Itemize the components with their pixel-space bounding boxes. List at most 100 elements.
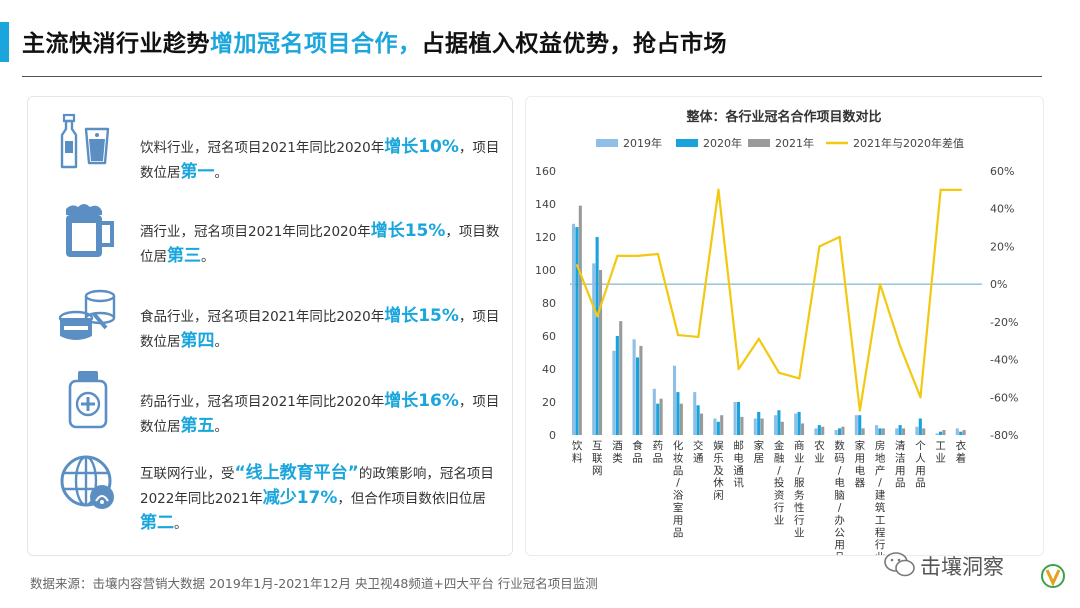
bar-2020年 — [635, 357, 640, 435]
data-source-note: 数据来源：击壤内容营销大数据 2019年1月-2021年12月 央卫视48频道+… — [30, 576, 598, 591]
y-left-tick-label: 60 — [542, 330, 556, 343]
chart-diff-line — [575, 188, 963, 412]
chart-bars — [571, 205, 966, 435]
bar-2019年 — [915, 426, 919, 435]
bar-2020年 — [817, 425, 821, 435]
bar-2019年 — [693, 392, 697, 435]
diff-point — [858, 409, 862, 412]
category-label: 数码/电脑/办公用品 — [834, 439, 845, 555]
y-left-tick-label: 120 — [535, 231, 556, 244]
bar-2021年 — [800, 423, 805, 435]
chart-panel: 整体：各行业冠名合作项目数对比 2019年 2020年 2021年 2021年与202… — [525, 96, 1044, 556]
diff-point — [757, 337, 761, 341]
bar-2020年 — [858, 415, 862, 435]
y-left-tick-label: 40 — [542, 363, 556, 376]
title-accent-bar — [0, 22, 9, 62]
diff-point — [616, 254, 619, 258]
y-right-tick-label: 0% — [990, 278, 1007, 291]
beer-mug-icon — [66, 204, 114, 257]
bar-2021年 — [760, 418, 764, 435]
diff-point — [676, 333, 680, 337]
category-label: 娱乐及休闲 — [713, 439, 724, 502]
chart-axes: 0 20 40 60 80 100 120 140 160 60% 40% 20% 0% -20% -40%… — [535, 165, 1018, 442]
legend-swatch — [748, 139, 770, 147]
diff-point — [697, 335, 700, 339]
bar-2020年 — [938, 431, 943, 435]
y-left-tick-label: 140 — [535, 198, 556, 211]
watermark-text: 击壤洞察 — [920, 555, 1004, 579]
y-right-tick-label: -20% — [990, 316, 1018, 329]
y-left-tick-label: 0 — [549, 429, 556, 442]
bar-2019年 — [571, 223, 576, 435]
bar-2021年 — [922, 428, 926, 435]
diff-point — [717, 188, 720, 192]
category-label: 食品 — [632, 439, 643, 464]
insight-text-medicine: 药品行业，冠名项目2021年同比2020年增长16%，项目数位居第五。 — [140, 391, 500, 436]
bar-2021年 — [699, 413, 704, 435]
insight-text-internet: 互联网行业，受“线上教育平台”的政策影响，冠名项目2022年同比2021年减少1… — [140, 463, 494, 533]
bar-2019年 — [733, 402, 737, 435]
bar-2020年 — [656, 403, 660, 435]
bar-2019年 — [935, 433, 939, 435]
diff-point — [575, 264, 579, 267]
diff-point — [737, 367, 740, 371]
chart-legend: 2019年 2020年 2021年 2021年与2020年差值 — [596, 136, 964, 150]
bar-2019年 — [713, 418, 717, 435]
category-label: 农业 — [814, 439, 825, 464]
brand-logo-icon — [1041, 564, 1065, 588]
insight-text-alcohol: 酒行业，冠名项目2021年同比2020年增长15%，项目数位居第三。 — [140, 221, 500, 266]
bottle-glass-icon — [60, 113, 110, 169]
diff-point — [919, 396, 922, 399]
bar-2021年 — [659, 398, 663, 435]
category-label: 衣着 — [956, 439, 967, 464]
bar-2021年 — [821, 426, 825, 435]
bar-2020年 — [696, 405, 700, 435]
category-label: 饮料 — [572, 439, 583, 464]
category-label: 邮电通讯 — [733, 439, 744, 489]
bar-2019年 — [895, 428, 899, 435]
wechat-icon — [884, 552, 915, 577]
y-right-tick-label: -40% — [990, 354, 1018, 367]
bar-2019年 — [854, 415, 858, 435]
diff-point — [939, 188, 942, 192]
category-label: 个人用品 — [915, 440, 926, 489]
diff-point — [818, 245, 821, 248]
bar-2020年 — [716, 421, 720, 435]
bar-2021年 — [901, 428, 906, 435]
insights-panel: 饮料行业，冠名项目2021年同比2020年增长10%，项目数位居第一。 酒行业，… — [27, 96, 513, 556]
title-divider — [22, 76, 1042, 77]
bar-2021年 — [578, 205, 582, 435]
watermark: 击壤洞察 — [880, 545, 1070, 595]
category-label: 家用电器 — [855, 439, 866, 489]
diff-point — [798, 377, 801, 380]
diff-line-path — [576, 188, 961, 412]
category-label: 家居 — [754, 439, 765, 464]
bar-2021年 — [679, 403, 683, 435]
diff-point — [636, 254, 639, 258]
bar-2020年 — [575, 227, 579, 435]
bar-2021年 — [740, 416, 744, 435]
legend-swatch — [676, 139, 698, 147]
y-left-tick-label: 100 — [535, 264, 556, 277]
chart-category-labels: 饮料互联网酒类食品药品化妆品/浴室用品交通娱乐及休闲邮电通讯家居金融/投资行业商… — [572, 439, 967, 555]
bar-2020年 — [797, 411, 801, 435]
bar-2019年 — [592, 263, 596, 435]
bar-2020年 — [595, 237, 599, 435]
chart-title: 整体：各行业冠名合作项目数对比 — [685, 109, 881, 125]
category-label: 化妆品/浴室用品 — [673, 439, 684, 539]
category-label: 清洁用品 — [895, 439, 906, 489]
bar-2019年 — [753, 418, 757, 435]
category-label: 房地产/建筑工程行业 — [875, 439, 886, 555]
bar-2019年 — [874, 425, 879, 435]
legend-label: 2019年 — [623, 136, 662, 150]
bar-2021年 — [598, 270, 603, 435]
bar-2020年 — [837, 428, 842, 435]
category-label: 酒类 — [612, 439, 623, 464]
bar-2020年 — [757, 411, 761, 435]
page-title: 主流快消行业趁势增加冠名项目合作，占据植入权益优势，抢占市场 — [22, 31, 727, 57]
legend-label: 2021年 — [775, 136, 814, 150]
bar-2021年 — [881, 428, 885, 435]
category-label: 药品 — [653, 440, 664, 464]
y-right-tick-label: 40% — [990, 203, 1014, 216]
bar-2020年 — [898, 425, 902, 435]
